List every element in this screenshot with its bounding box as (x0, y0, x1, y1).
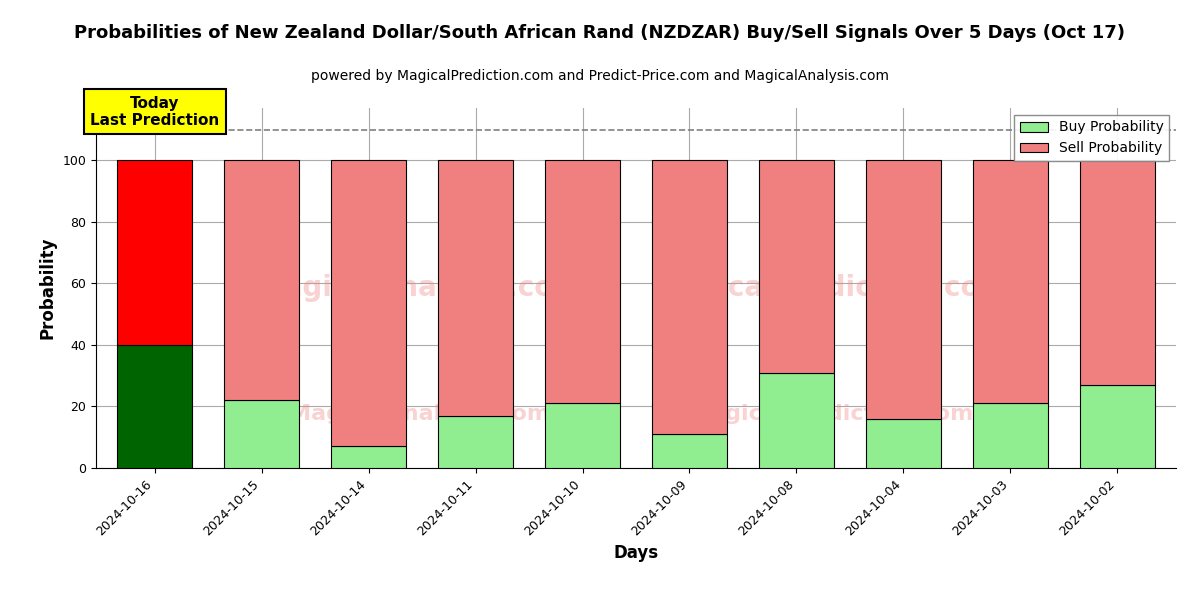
Bar (438, 160, 514, 416)
Text: powered by MagicalPrediction.com and Predict-Price.com and MagicalAnalysis.com: powered by MagicalPrediction.com and Pre… (311, 69, 889, 83)
Bar (118, 160, 192, 345)
Bar (331, 446, 406, 468)
Text: MagicalAnalysis.com: MagicalAnalysis.com (257, 274, 583, 302)
Text: Probabilities of New Zealand Dollar/South African Rand (NZDZAR) Buy/Sell Signals: Probabilities of New Zealand Dollar/Sout… (74, 24, 1126, 42)
Bar (973, 160, 1048, 403)
Bar (224, 400, 299, 468)
Bar (866, 160, 941, 419)
Text: Today
Last Prediction: Today Last Prediction (90, 95, 220, 128)
Bar (973, 403, 1048, 468)
Bar (758, 373, 834, 468)
Bar (545, 403, 620, 468)
Bar (438, 416, 514, 468)
Bar (118, 345, 192, 468)
Bar (1080, 385, 1154, 468)
Bar (331, 160, 406, 446)
Bar (1080, 160, 1154, 385)
Legend: Buy Probability, Sell Probability: Buy Probability, Sell Probability (1014, 115, 1169, 161)
Bar (652, 434, 727, 468)
Bar (224, 160, 299, 400)
Bar (652, 160, 727, 434)
Bar (758, 160, 834, 373)
Text: MagicalPrediction.com: MagicalPrediction.com (688, 404, 973, 424)
Text: MagicalPrediction.com: MagicalPrediction.com (652, 274, 1009, 302)
Bar (866, 419, 941, 468)
Bar (545, 160, 620, 403)
Text: MagicalAnalysis.com: MagicalAnalysis.com (289, 404, 551, 424)
X-axis label: Days: Days (613, 544, 659, 562)
Y-axis label: Probability: Probability (38, 237, 56, 339)
